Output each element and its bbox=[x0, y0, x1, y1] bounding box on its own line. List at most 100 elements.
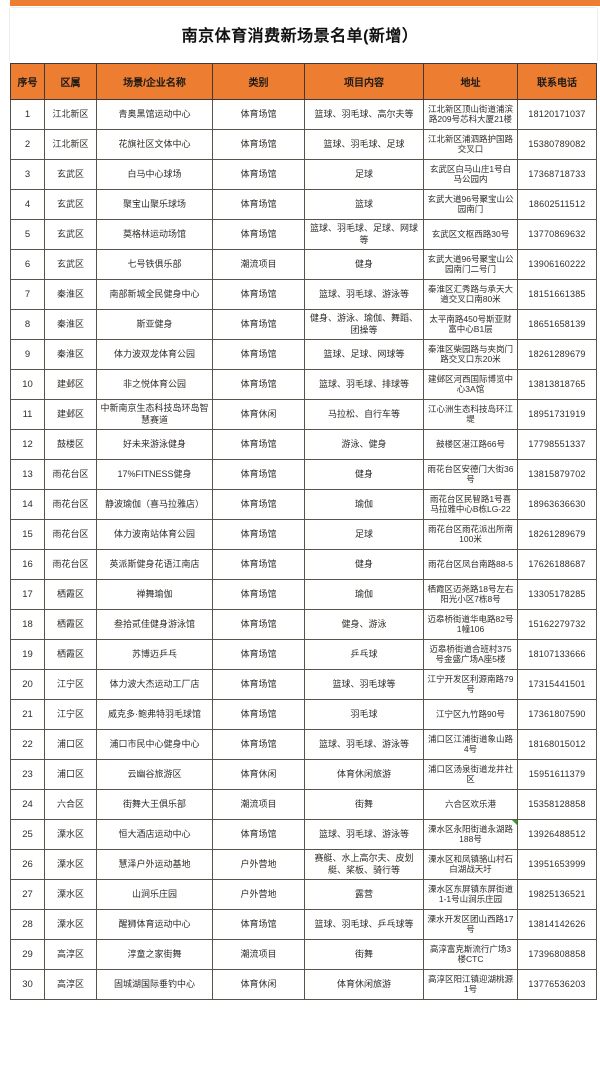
cell-category: 户外营地 bbox=[212, 879, 305, 910]
cell-phone: 13814142626 bbox=[517, 909, 597, 940]
table-row: 26 溧水区 慧泽户外运动基地 户外营地 赛艇、水上高尔夫、皮划艇、桨板、骑行等 溧水区和… bbox=[10, 849, 597, 880]
cell-content: 健身 bbox=[304, 549, 424, 580]
cell-category: 体育场馆 bbox=[212, 489, 305, 520]
cell-district: 建邺区 bbox=[44, 369, 97, 400]
cell-phone: 15380789082 bbox=[517, 129, 597, 160]
cell-no: 25 bbox=[10, 819, 45, 850]
cell-no: 23 bbox=[10, 759, 45, 790]
cell-phone: 18120171037 bbox=[517, 99, 597, 130]
table-row: 22 浦口区 浦口市民中心健身中心 体育场馆 篮球、羽毛球、游泳等 浦口区江浦街道象山路4… bbox=[10, 729, 597, 760]
cell-phone: 18151661385 bbox=[517, 279, 597, 310]
cell-no: 15 bbox=[10, 519, 45, 550]
cell-name: 白马中心球场 bbox=[96, 159, 213, 190]
cell-category: 体育场馆 bbox=[212, 549, 305, 580]
cell-category: 潮流项目 bbox=[212, 249, 305, 280]
cell-phone: 18261289679 bbox=[517, 519, 597, 550]
cell-name: 威克多·鲍弗特羽毛球馆 bbox=[96, 699, 213, 730]
cell-district: 六合区 bbox=[44, 789, 97, 820]
cell-content: 篮球、羽毛球、乒乓球等 bbox=[304, 909, 424, 940]
cell-no: 7 bbox=[10, 279, 45, 310]
table-row: 29 高淳区 淳童之家街舞 潮流项目 街舞 高淳富克斯流行广场3楼CTC 173968088… bbox=[10, 939, 597, 970]
cell-district: 江北新区 bbox=[44, 129, 97, 160]
cell-no: 21 bbox=[10, 699, 45, 730]
cell-category: 体育场馆 bbox=[212, 909, 305, 940]
cell-name: 山涧乐庄园 bbox=[96, 879, 213, 910]
comment-marker bbox=[512, 820, 517, 825]
cell-name: 聚宝山聚乐球场 bbox=[96, 189, 213, 220]
table-row: 20 江宁区 体力波大杰运动工厂店 体育场馆 篮球、羽毛球等 江宁开发区利源南路79号 17… bbox=[10, 669, 597, 700]
cell-district: 雨花台区 bbox=[44, 489, 97, 520]
cell-content: 篮球、羽毛球、足球、网球等 bbox=[304, 219, 424, 250]
cell-content: 街舞 bbox=[304, 939, 424, 970]
header-address: 地址 bbox=[423, 63, 518, 100]
cell-no: 24 bbox=[10, 789, 45, 820]
cell-category: 潮流项目 bbox=[212, 939, 305, 970]
table-row: 23 浦口区 云幽谷旅游区 体育休闲 体育休闲旅游 浦口区汤泉街道龙井社区 15951611… bbox=[10, 759, 597, 790]
cell-content: 篮球、羽毛球、排球等 bbox=[304, 369, 424, 400]
cell-content: 篮球 bbox=[304, 189, 424, 220]
cell-phone: 13906160222 bbox=[517, 249, 597, 280]
cell-no: 26 bbox=[10, 849, 45, 880]
table-row: 27 溧水区 山涧乐庄园 户外营地 露营 溧水区东屏镇东屏街道1-1号山涧乐庄园 19825… bbox=[10, 879, 597, 910]
cell-address: 江心洲生态科技岛环江堤 bbox=[423, 399, 518, 430]
cell-category: 体育休闲 bbox=[212, 969, 305, 1000]
cell-phone: 18951731919 bbox=[517, 399, 597, 430]
cell-address: 雨花台区民智路1号喜马拉雅中心B栋LG-22 bbox=[423, 489, 518, 520]
cell-no: 1 bbox=[10, 99, 45, 130]
cell-name: 淳童之家街舞 bbox=[96, 939, 213, 970]
cell-district: 浦口区 bbox=[44, 759, 97, 790]
cell-content: 瑜伽 bbox=[304, 579, 424, 610]
cell-district: 鼓楼区 bbox=[44, 429, 97, 460]
cell-district: 溧水区 bbox=[44, 879, 97, 910]
cell-address: 玄武大道96号聚宝山公园南门 bbox=[423, 189, 518, 220]
cell-address: 栖霞区迈尧路18号左右阳光小区7栋8号 bbox=[423, 579, 518, 610]
cell-content: 街舞 bbox=[304, 789, 424, 820]
cell-category: 体育场馆 bbox=[212, 279, 305, 310]
cell-name: 七号铁俱乐部 bbox=[96, 249, 213, 280]
cell-no: 27 bbox=[10, 879, 45, 910]
cell-name: 苏博迈乒乓 bbox=[96, 639, 213, 670]
cell-content: 体育休闲旅游 bbox=[304, 759, 424, 790]
table-row: 1 江北新区 青奥黑馆运动中心 体育场馆 篮球、羽毛球、高尔夫等 江北新区顶山街道浦滨路2… bbox=[10, 99, 597, 130]
cell-content: 足球 bbox=[304, 519, 424, 550]
cell-no: 8 bbox=[10, 309, 45, 340]
cell-name: 中新南京生态科技岛环岛智慧赛道 bbox=[96, 399, 213, 430]
cell-district: 玄武区 bbox=[44, 219, 97, 250]
cell-name: 禅舞瑜伽 bbox=[96, 579, 213, 610]
cell-no: 10 bbox=[10, 369, 45, 400]
page-title: 南京体育消费新场景名单(新增） bbox=[181, 28, 419, 45]
table-row: 17 栖霞区 禅舞瑜伽 体育场馆 瑜伽 栖霞区迈尧路18号左右阳光小区7栋8号 133051… bbox=[10, 579, 597, 610]
cell-category: 体育场馆 bbox=[212, 579, 305, 610]
cell-address: 江宁开发区利源南路79号 bbox=[423, 669, 518, 700]
cell-category: 体育场馆 bbox=[212, 99, 305, 130]
cell-no: 3 bbox=[10, 159, 45, 190]
cell-address: 江北新区顶山街道浦滨路209号芯科大厦21楼 bbox=[423, 99, 518, 130]
cell-phone: 13926488512 bbox=[517, 819, 597, 850]
cell-name: 体力波大杰运动工厂店 bbox=[96, 669, 213, 700]
cell-no: 30 bbox=[10, 969, 45, 1000]
header-district: 区属 bbox=[44, 63, 97, 100]
header-content: 项目内容 bbox=[304, 63, 424, 100]
cell-address: 雨花台区安德门大街36号 bbox=[423, 459, 518, 490]
cell-content: 篮球、羽毛球、游泳等 bbox=[304, 729, 424, 760]
cell-name: 恒大酒店运动中心 bbox=[96, 819, 213, 850]
top-accent-bar bbox=[10, 0, 600, 6]
cell-no: 28 bbox=[10, 909, 45, 940]
cell-name: 非之悦体育公园 bbox=[96, 369, 213, 400]
cell-no: 2 bbox=[10, 129, 45, 160]
cell-district: 雨花台区 bbox=[44, 519, 97, 550]
cell-phone: 17798551337 bbox=[517, 429, 597, 460]
cell-name: 花旗社区文体中心 bbox=[96, 129, 213, 160]
table-row: 18 栖霞区 叁拾贰佳健身游泳馆 体育场馆 健身、游泳 迈皋桥街道华电路82号1幢106 1… bbox=[10, 609, 597, 640]
cell-content: 篮球、足球、网球等 bbox=[304, 339, 424, 370]
table-row: 15 雨花台区 体力波南站体育公园 体育场馆 足球 雨花台区雨花派出所南100米 18261… bbox=[10, 519, 597, 550]
cell-address: 江北新区浦泗路护国路交叉口 bbox=[423, 129, 518, 160]
cell-content: 游泳、健身 bbox=[304, 429, 424, 460]
cell-district: 栖霞区 bbox=[44, 639, 97, 670]
cell-name: 慧泽户外运动基地 bbox=[96, 849, 213, 880]
cell-address: 溧水开发区团山西路17号 bbox=[423, 909, 518, 940]
table-row: 10 建邺区 非之悦体育公园 体育场馆 篮球、羽毛球、排球等 建邺区河西国际博览中心3A馆… bbox=[10, 369, 597, 400]
cell-address: 玄武区文枢西路30号 bbox=[423, 219, 518, 250]
cell-name: 固城湖国际垂钓中心 bbox=[96, 969, 213, 1000]
